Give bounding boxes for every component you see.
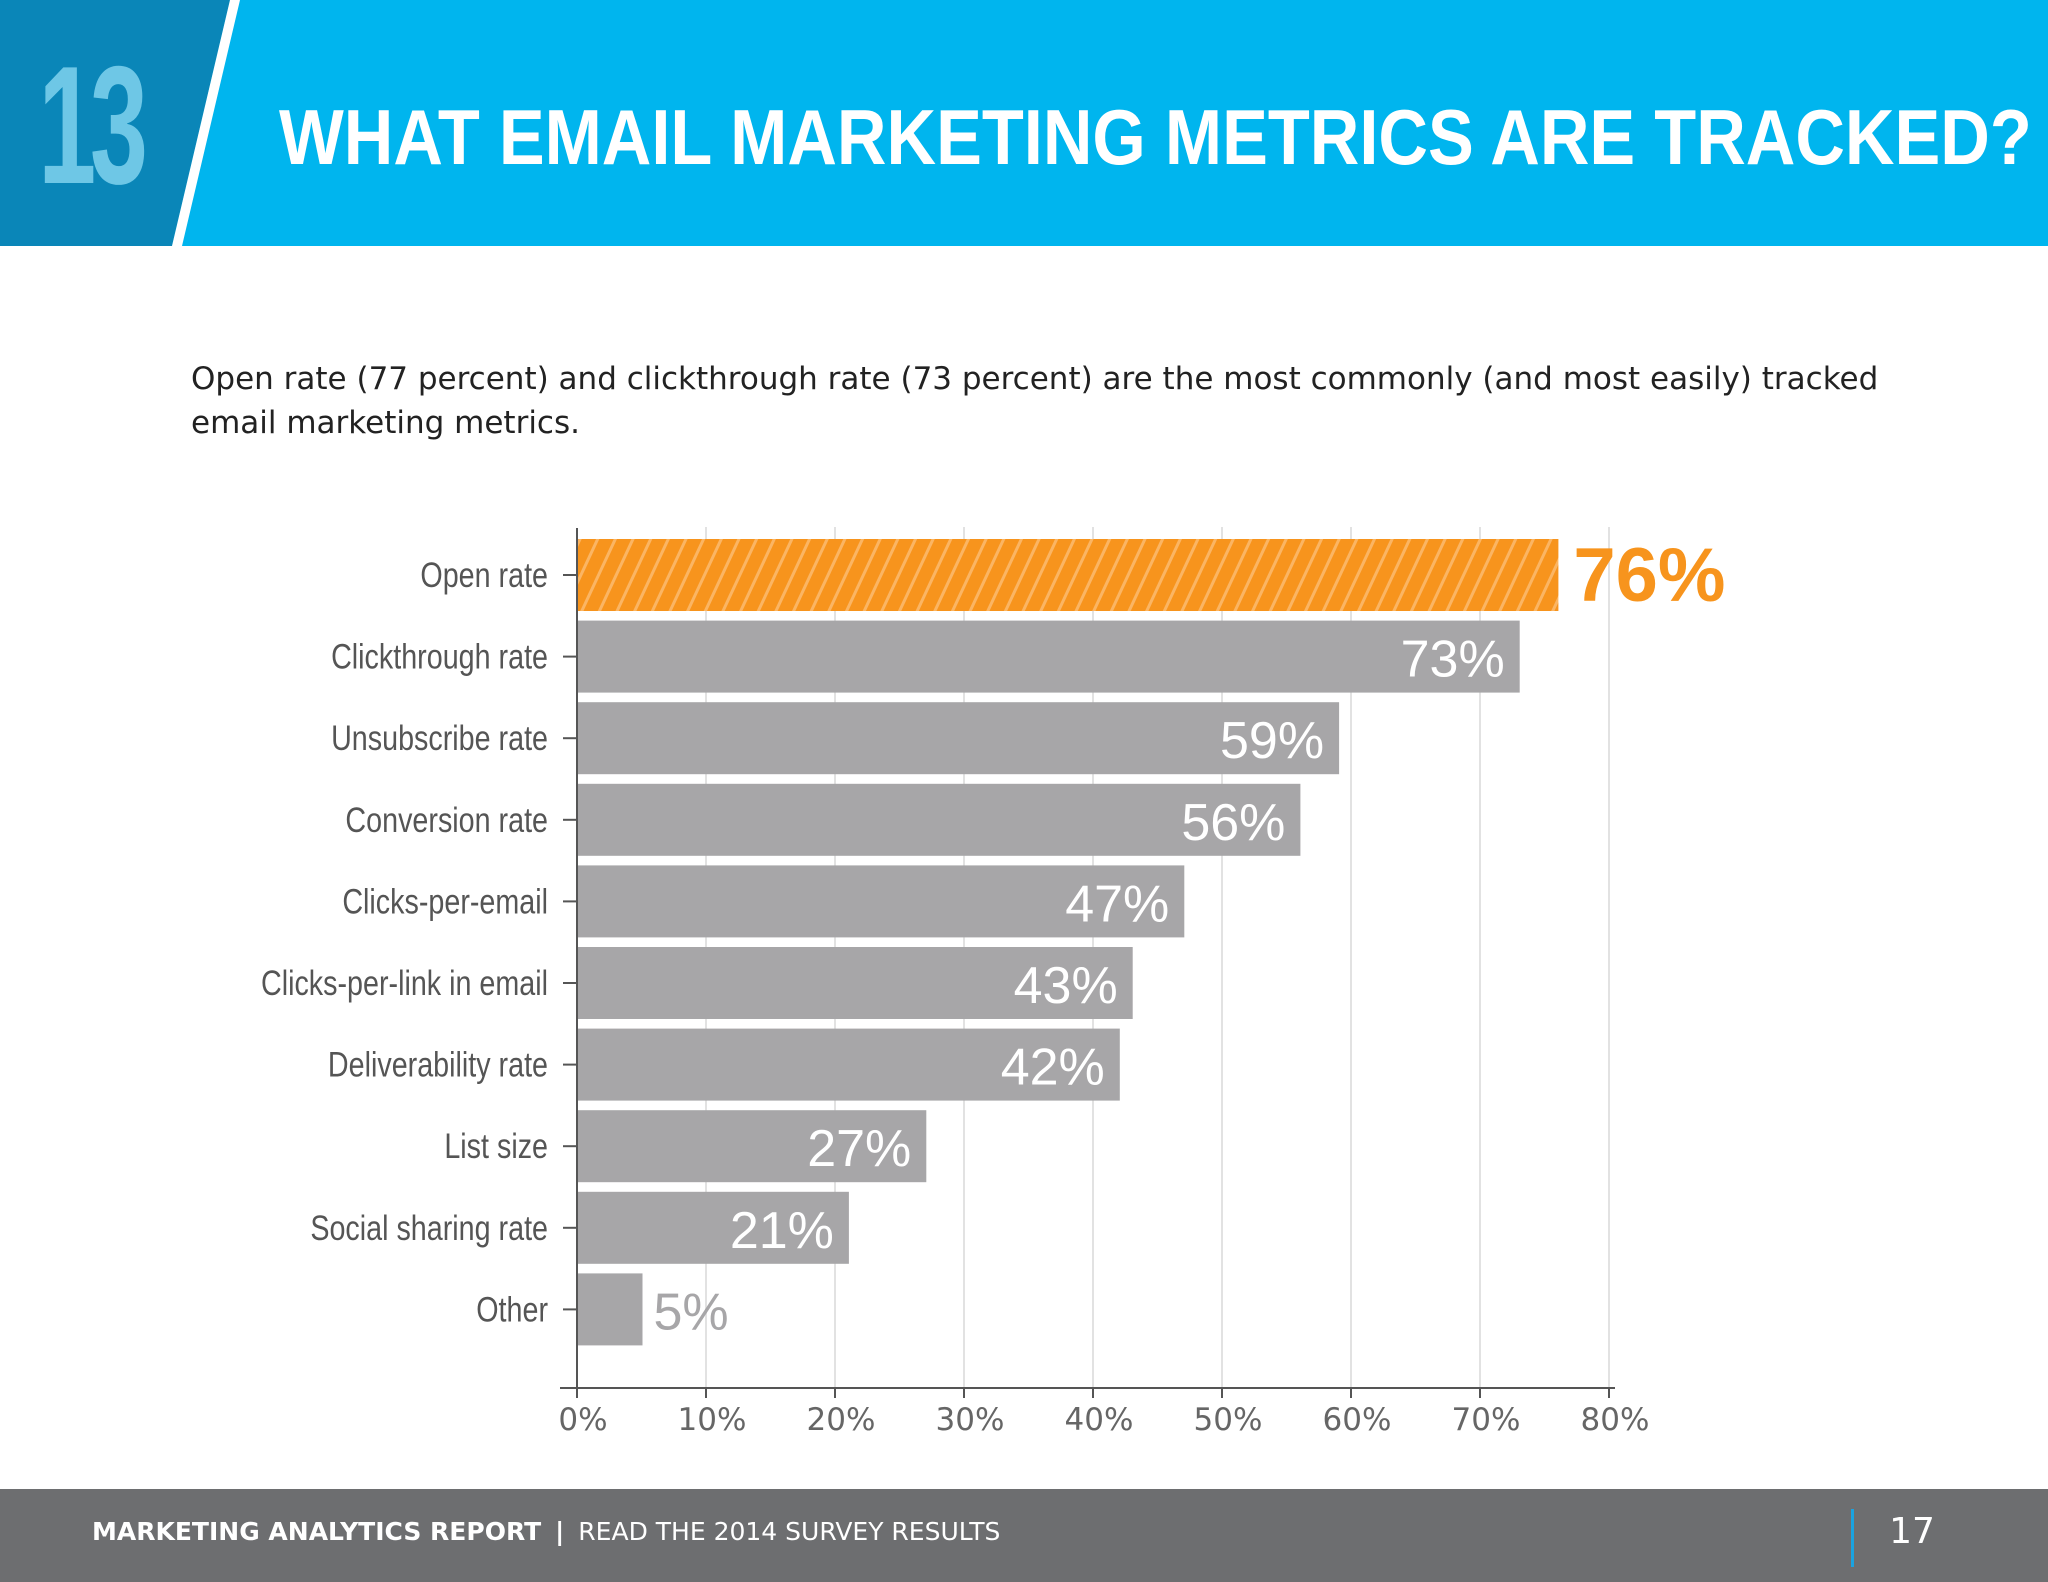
x-tick-label: 30% xyxy=(936,1402,1005,1438)
bar xyxy=(578,539,1559,611)
value-label: 5% xyxy=(654,1283,729,1341)
x-tick-label: 70% xyxy=(1452,1402,1521,1438)
value-label: 56% xyxy=(1181,794,1285,852)
category-label: Clickthrough rate xyxy=(331,637,548,676)
category-label: List size xyxy=(444,1126,548,1165)
category-label: Unsubscribe rate xyxy=(331,718,548,757)
bar xyxy=(578,1110,927,1183)
category-label: Deliverability rate xyxy=(328,1045,548,1084)
category-label: Other xyxy=(476,1290,548,1329)
section-number: 13 xyxy=(38,30,148,219)
bar xyxy=(578,947,1133,1019)
category-label: Open rate xyxy=(420,555,548,594)
category-label: Social sharing rate xyxy=(310,1208,548,1247)
bar-chart: 76% 73% 59% 56%47% 43% 42% 27% 21%5% 0% 10% 20% 30… xyxy=(261,527,1726,1438)
x-tick-label: 0% xyxy=(558,1402,607,1438)
x-tick-label: 60% xyxy=(1323,1402,1392,1438)
x-tick-label: 80% xyxy=(1581,1402,1650,1438)
footer-bar: MARKETING ANALYTICS REPORT | READ THE 2014… xyxy=(0,1489,2048,1582)
footer-subtitle: READ THE 2014 SURVEY RESULTS xyxy=(578,1517,1001,1546)
x-tick-label: 50% xyxy=(1194,1402,1263,1438)
value-label: 27% xyxy=(807,1120,911,1178)
bar xyxy=(578,1191,849,1264)
bar xyxy=(578,702,1340,775)
page-title: WHAT EMAIL MARKETING METRICS ARE TRACKED… xyxy=(279,93,2032,181)
bar xyxy=(578,783,1301,856)
footer-divider xyxy=(1851,1509,1854,1567)
page-number: 17 xyxy=(1889,1511,1935,1552)
footer-separator: | xyxy=(555,1517,565,1546)
category-label: Clicks-per-email xyxy=(342,882,548,921)
value-label: 21% xyxy=(730,1202,834,1260)
x-tick-label: 20% xyxy=(807,1402,876,1438)
value-label: 59% xyxy=(1220,712,1324,770)
category-label: Conversion rate xyxy=(345,800,548,839)
x-tick-label: 40% xyxy=(1065,1402,1134,1438)
value-label: 43% xyxy=(1014,957,1118,1015)
bar xyxy=(578,1028,1120,1101)
category-label: Clicks-per-link in email xyxy=(261,963,548,1002)
bar xyxy=(578,620,1520,693)
intro-text: Open rate (77 percent) and clickthrough … xyxy=(191,361,1879,441)
value-label: 47% xyxy=(1065,875,1169,933)
bar xyxy=(578,1273,643,1346)
footer-text: MARKETING ANALYTICS REPORT | READ THE 2014… xyxy=(92,1517,1000,1546)
report-name: MARKETING ANALYTICS REPORT xyxy=(92,1517,542,1546)
bar xyxy=(578,865,1185,938)
header-banner: 13 WHAT EMAIL MARKETING METRICS ARE TRAC… xyxy=(0,0,2048,246)
value-label: 73% xyxy=(1401,631,1505,689)
value-label: 42% xyxy=(1001,1039,1105,1097)
header-background xyxy=(0,0,2048,246)
x-tick-label: 10% xyxy=(678,1402,747,1438)
value-label: 76% xyxy=(1573,533,1725,618)
